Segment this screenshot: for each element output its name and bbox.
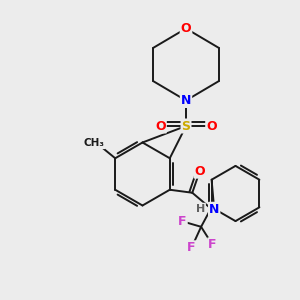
Text: F: F: [187, 241, 196, 254]
Text: N: N: [181, 94, 191, 107]
Text: CH₃: CH₃: [84, 138, 105, 148]
Text: S: S: [182, 119, 190, 133]
Text: O: O: [194, 165, 205, 178]
Text: H: H: [196, 204, 205, 214]
Text: O: O: [206, 119, 217, 133]
Text: F: F: [178, 215, 187, 228]
Text: F: F: [208, 238, 217, 251]
Text: O: O: [155, 119, 166, 133]
Text: N: N: [209, 203, 219, 216]
Text: O: O: [181, 22, 191, 35]
